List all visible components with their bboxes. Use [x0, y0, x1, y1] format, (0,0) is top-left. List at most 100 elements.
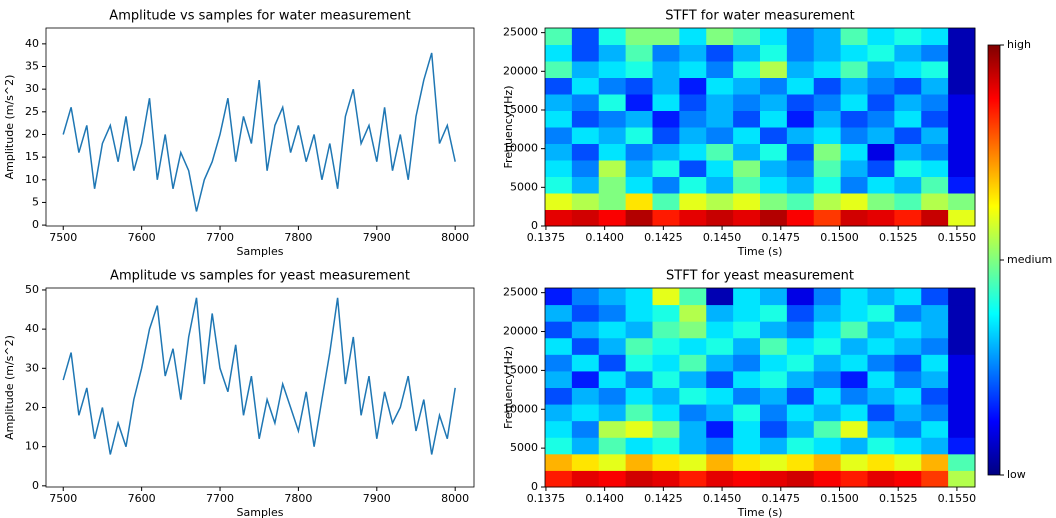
spectrogram-cell	[894, 404, 922, 422]
spectrogram-cell	[571, 209, 600, 227]
x-tick-label: 7700	[206, 492, 234, 505]
spectrogram-cell	[598, 288, 627, 306]
spectrogram-cell	[948, 470, 976, 488]
y-tick-label: 35	[25, 60, 39, 73]
spectrogram-cell	[813, 387, 842, 405]
spectrogram-cell	[652, 143, 680, 161]
spectrogram-cell	[733, 28, 761, 45]
spectrogram-cell	[948, 370, 976, 388]
spectrogram-cell	[760, 176, 788, 194]
x-tick-label: 0.1500	[820, 231, 859, 244]
y-axis-label: Frequency (Hz)	[502, 86, 515, 169]
spectrogram-cell	[813, 176, 842, 194]
x-tick-label: 0.1375	[527, 231, 566, 244]
spectrogram-cell	[786, 61, 815, 78]
spectrogram-cell	[598, 387, 627, 405]
x-tick-label: 0.1475	[762, 492, 801, 505]
spectrogram-cell	[625, 176, 653, 194]
spectrogram-cell	[706, 453, 734, 471]
spectrogram-cell	[894, 176, 922, 194]
x-tick-label: 0.1400	[585, 231, 624, 244]
spectrogram-cell	[598, 77, 627, 95]
spectrogram-cell	[921, 143, 949, 161]
spectrogram-cell	[679, 44, 707, 62]
chart-title: STFT for water measurement	[665, 9, 854, 24]
spectrogram-cell	[948, 94, 976, 111]
spectrogram-cell	[786, 370, 815, 388]
y-tick-label: 30	[25, 82, 39, 95]
spectrogram-cell	[867, 304, 895, 322]
spectrogram-cell	[813, 437, 842, 455]
y-tick-label: 20	[25, 400, 39, 413]
spectrogram-cell	[760, 321, 788, 339]
spectrogram-cell	[894, 143, 922, 161]
spectrogram-cell	[867, 337, 895, 355]
x-axis-label: Samples	[237, 506, 284, 518]
spectrogram-cell	[545, 321, 573, 339]
spectrogram-cell	[760, 160, 788, 177]
spectrogram-cell	[840, 44, 868, 62]
spectrogram-cell	[760, 387, 788, 405]
y-tick-label: 20000	[503, 325, 538, 338]
spectrogram-cell	[733, 209, 761, 227]
spectrogram-cell	[813, 77, 842, 95]
spectrogram-cell	[652, 453, 680, 471]
spectrogram-cell	[625, 404, 653, 422]
spectrogram-cell	[545, 110, 573, 128]
spectrogram-cell	[706, 160, 734, 177]
data-line	[62, 297, 456, 455]
spectrogram-cell	[733, 354, 761, 372]
axes-frame	[45, 287, 475, 488]
y-tick-label: 5000	[510, 180, 538, 193]
spectrogram-cell	[760, 337, 788, 355]
spectrogram-cell	[625, 354, 653, 372]
spectrogram-cell	[733, 44, 761, 62]
spectrogram-cell	[948, 193, 976, 210]
x-tick-label: 0.1525	[879, 492, 918, 505]
spectrogram-cell	[598, 209, 627, 227]
spectrogram-cell	[733, 370, 761, 388]
y-tick-label: 10000	[503, 142, 538, 155]
spectrogram-cell	[625, 470, 653, 488]
spectrogram-cell	[733, 337, 761, 355]
spectrogram-cell	[867, 453, 895, 471]
spectrogram-cell	[652, 470, 680, 488]
y-tick-label: 0	[32, 479, 39, 492]
spectrogram-cell	[545, 176, 573, 194]
spectrogram-cell	[786, 94, 815, 111]
spectrogram-cell	[625, 321, 653, 339]
spectrogram-cell	[867, 354, 895, 372]
spectrogram-cell	[545, 370, 573, 388]
y-axis-label: Frequency (Hz)	[502, 346, 515, 429]
spectrogram-cell	[921, 44, 949, 62]
spectrogram-cell	[571, 176, 600, 194]
spectrogram-cell	[867, 94, 895, 111]
y-tick-label: 5	[32, 195, 39, 208]
spectrogram-cell	[545, 337, 573, 355]
spectrogram-cell	[706, 61, 734, 78]
spectrogram-cell	[786, 420, 815, 438]
spectrogram-cell	[786, 143, 815, 161]
spectrogram-cell	[921, 321, 949, 339]
y-tick-label: 40	[25, 37, 39, 50]
spectrogram-cell	[625, 304, 653, 322]
spectrogram-cell	[652, 387, 680, 405]
colorbar-tick-label: high	[1007, 38, 1031, 51]
spectrogram-cell	[867, 44, 895, 62]
spectrogram-cell	[948, 209, 976, 227]
spectrogram-cell	[679, 143, 707, 161]
spectrogram-cell	[571, 193, 600, 210]
spectrogram-cell	[760, 437, 788, 455]
x-tick-label: 0.1450	[703, 231, 742, 244]
spectrogram-cell	[813, 143, 842, 161]
spectrogram-cell	[948, 44, 976, 62]
x-tick-label: 7500	[49, 231, 77, 244]
spectrogram-cell	[948, 61, 976, 78]
spectrogram-cell	[921, 209, 949, 227]
spectrogram-cell	[545, 304, 573, 322]
spectrogram-cell	[733, 127, 761, 144]
spectrogram-cell	[948, 160, 976, 177]
spectrogram-cell	[625, 387, 653, 405]
spectrogram-cell	[760, 28, 788, 45]
spectrogram-cell	[760, 143, 788, 161]
